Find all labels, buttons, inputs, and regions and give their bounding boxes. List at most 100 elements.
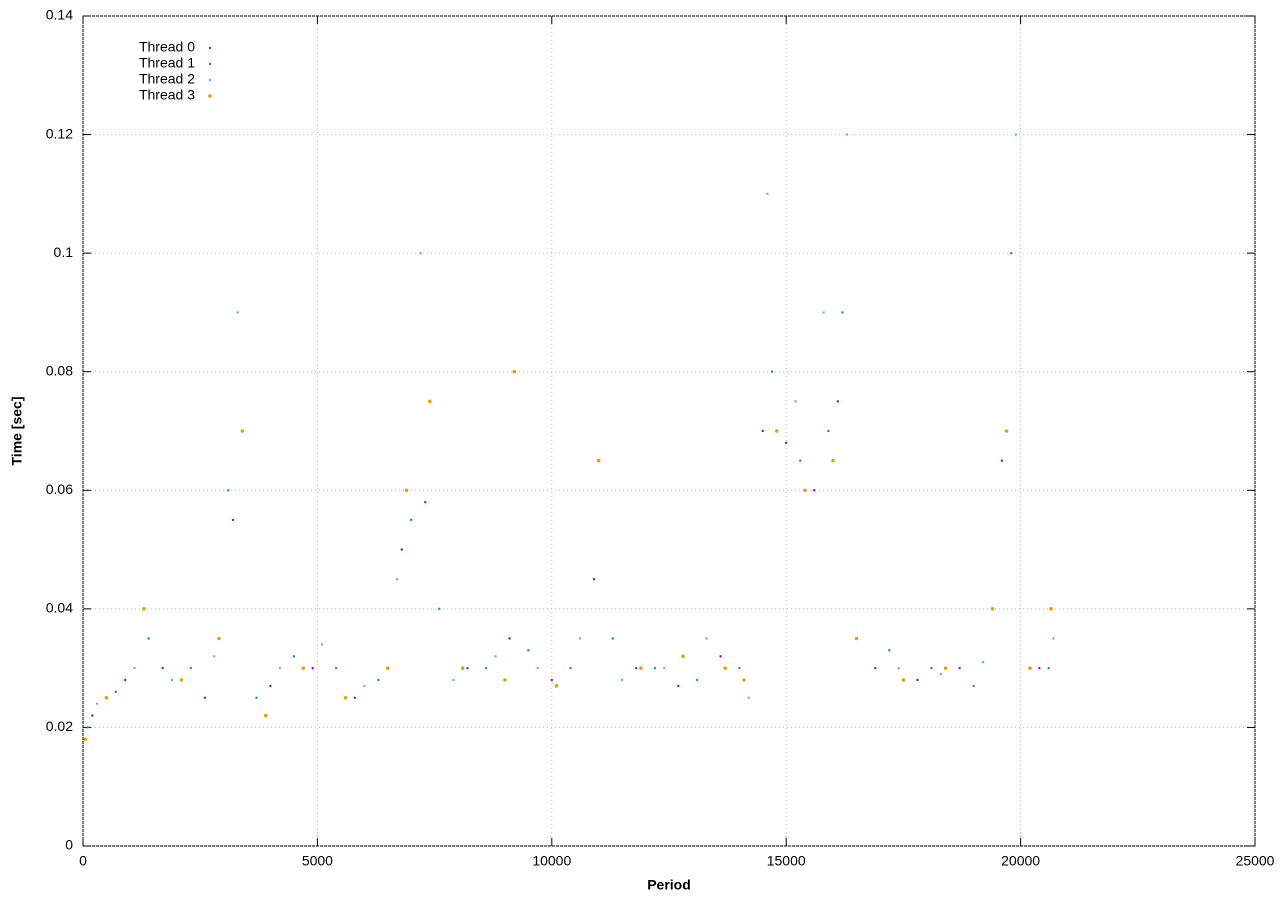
- y-tick-label: 0.08: [46, 362, 73, 378]
- legend-label: Thread 0: [139, 39, 195, 55]
- data-point: [1014, 133, 1018, 136]
- data-point: [803, 488, 807, 493]
- data-point: [1004, 429, 1009, 433]
- legend-marker: [208, 94, 212, 98]
- x-tick-label: 15000: [767, 853, 806, 869]
- data-point: [320, 643, 324, 646]
- data-point: [452, 678, 455, 682]
- data-point: [611, 637, 614, 640]
- data-point: [395, 578, 399, 581]
- data-point: [854, 636, 859, 641]
- data-point: [653, 666, 657, 670]
- data-point: [438, 607, 441, 611]
- data-point: [569, 666, 572, 670]
- data-point: [939, 672, 943, 676]
- data-point: [1038, 666, 1041, 670]
- data-point: [264, 713, 268, 718]
- data-point: [747, 696, 750, 699]
- data-point: [104, 695, 109, 700]
- data-point: [353, 696, 357, 699]
- data-point: [958, 666, 961, 670]
- data-point: [400, 548, 403, 551]
- data-point: [1047, 666, 1050, 670]
- data-point: [424, 500, 427, 504]
- data-point: [363, 684, 366, 688]
- data-point: [1000, 459, 1004, 462]
- data-point: [794, 400, 797, 403]
- data-point: [901, 678, 906, 682]
- data-point: [503, 678, 507, 682]
- data-point: [385, 666, 390, 670]
- plot-frame: [82, 15, 1256, 847]
- data-point: [86, 726, 89, 729]
- data-point: [1010, 251, 1013, 255]
- y-axis-label: Time [sec]: [9, 397, 25, 466]
- legend-marker: [208, 78, 212, 82]
- y-tick-label: 0.12: [46, 125, 73, 141]
- data-point: [343, 695, 348, 700]
- legend-marker: [208, 46, 212, 50]
- data-point: [161, 666, 164, 670]
- legend-label: Thread 1: [139, 55, 195, 71]
- data-point: [484, 666, 488, 670]
- data-point: [943, 666, 948, 670]
- data-point: [785, 441, 788, 445]
- data-point: [147, 637, 150, 640]
- data-point: [213, 655, 216, 658]
- data-point: [836, 400, 839, 403]
- x-tick-label: 20000: [1001, 853, 1040, 869]
- data-point: [770, 370, 774, 373]
- data-point: [1028, 666, 1032, 670]
- data-point: [845, 133, 849, 136]
- data-point: [554, 684, 559, 688]
- data-point: [536, 666, 539, 670]
- x-tick-label: 10000: [532, 853, 571, 869]
- y-tick-label: 0: [65, 837, 73, 853]
- data-point: [981, 661, 985, 664]
- data-point: [874, 666, 877, 670]
- y-tick-label: 0.14: [46, 7, 73, 23]
- data-point: [681, 654, 685, 659]
- data-point: [494, 655, 497, 658]
- data-point: [133, 666, 136, 670]
- data-point: [695, 678, 699, 682]
- data-point: [95, 702, 99, 705]
- data-point: [990, 607, 995, 611]
- data-point: [634, 666, 638, 670]
- data-point: [428, 399, 432, 404]
- x-tick-label: 25000: [1236, 853, 1275, 869]
- data-point: [91, 714, 94, 717]
- data-point: [620, 678, 624, 682]
- data-point: [466, 666, 469, 670]
- data-point: [841, 311, 844, 314]
- data-point: [419, 251, 422, 255]
- data-point: [888, 649, 891, 652]
- y-tick-label: 0.02: [46, 718, 73, 734]
- data-point: [404, 488, 409, 493]
- data-point: [311, 666, 314, 670]
- data-point: [719, 655, 722, 658]
- data-point: [269, 684, 272, 688]
- data-point: [377, 678, 380, 682]
- data-point: [240, 429, 245, 433]
- data-point: [114, 690, 118, 694]
- data-point: [742, 678, 746, 682]
- data-point: [972, 684, 975, 688]
- x-tick-label: 0: [79, 853, 87, 869]
- y-tick-label: 0.04: [46, 600, 73, 616]
- data-point: [203, 696, 207, 699]
- data-point: [409, 518, 413, 522]
- data-point: [142, 607, 146, 611]
- y-tick-label: 0.1: [54, 244, 74, 260]
- legend-marker: [208, 62, 212, 66]
- legend-label: Thread 3: [139, 87, 195, 103]
- data-point: [827, 429, 830, 433]
- data-point: [292, 655, 296, 658]
- x-axis-label: Period: [647, 877, 691, 893]
- data-point: [639, 666, 643, 670]
- data-point: [775, 429, 779, 433]
- data-point: [227, 489, 230, 492]
- y-tick-label: 0.06: [46, 481, 73, 497]
- data-point: [738, 666, 741, 670]
